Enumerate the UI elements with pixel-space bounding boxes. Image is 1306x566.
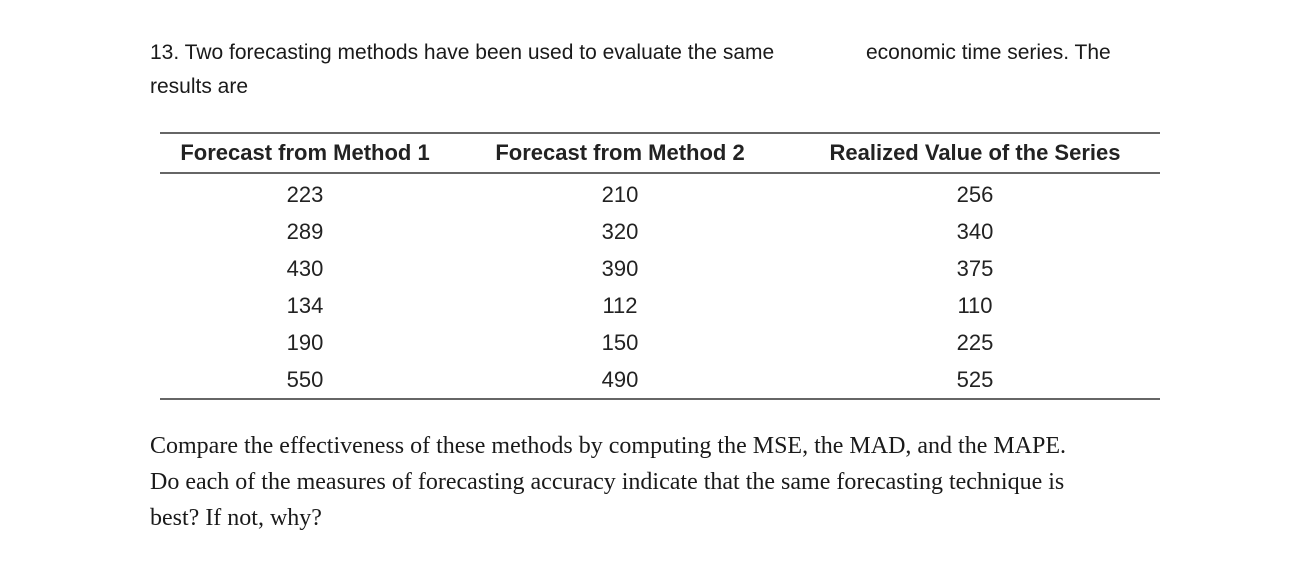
table-row: 134 112 110 — [160, 287, 1160, 324]
cell-method-2: 390 — [601, 255, 639, 281]
cell-realized-value: 110 — [957, 292, 993, 318]
cell-method-2: 112 — [602, 292, 638, 318]
question-number-and-text: 13. Two forecasting methods have been us… — [150, 41, 775, 64]
cell-realized-value: 256 — [956, 181, 994, 207]
cell-method-2: 320 — [601, 218, 639, 244]
cell-realized-value: 525 — [956, 366, 994, 392]
cell-realized-value: 225 — [956, 329, 994, 355]
question-intro-line-2: results are — [150, 75, 249, 98]
table-row: 430 390 375 — [160, 250, 1160, 287]
cell-method-2: 150 — [601, 329, 639, 355]
follow-up-line-3: best? If not, why? — [150, 505, 322, 531]
table-header-row: Forecast from Method 1 Forecast from Met… — [160, 133, 1160, 174]
table-row: 223 210 256 — [160, 173, 1160, 213]
cell-method-1: 134 — [286, 292, 324, 318]
cell-realized-value: 340 — [956, 218, 994, 244]
table-row: 550 490 525 — [160, 361, 1160, 399]
cell-method-1: 550 — [286, 366, 324, 392]
table-row: 190 150 225 — [160, 324, 1160, 361]
cell-method-1: 430 — [286, 255, 324, 281]
header-realized-value: Realized Value of the Series — [790, 133, 1160, 174]
cell-method-1: 190 — [286, 329, 324, 355]
cell-method-2: 210 — [601, 181, 639, 207]
question-text-continued: economic time series. The — [866, 41, 1111, 64]
follow-up-line-1: Compare the effectiveness of these metho… — [150, 433, 1067, 459]
table-row: 289 320 340 — [160, 213, 1160, 250]
question-intro: 13. Two forecasting methods have been us… — [150, 36, 1150, 104]
follow-up-line-2: Do each of the measures of forecasting a… — [150, 469, 1065, 495]
cell-method-1: 223 — [286, 181, 324, 207]
header-method-1: Forecast from Method 1 — [160, 133, 450, 174]
follow-up-question: Compare the effectiveness of these metho… — [150, 428, 1190, 536]
header-method-2: Forecast from Method 2 — [450, 133, 790, 174]
cell-method-1: 289 — [286, 218, 324, 244]
forecast-data-table: Forecast from Method 1 Forecast from Met… — [160, 132, 1160, 400]
question-intro-line-1: 13. Two forecasting methods have been us… — [150, 36, 1150, 70]
cell-realized-value: 375 — [956, 255, 994, 281]
cell-method-2: 490 — [601, 366, 639, 392]
